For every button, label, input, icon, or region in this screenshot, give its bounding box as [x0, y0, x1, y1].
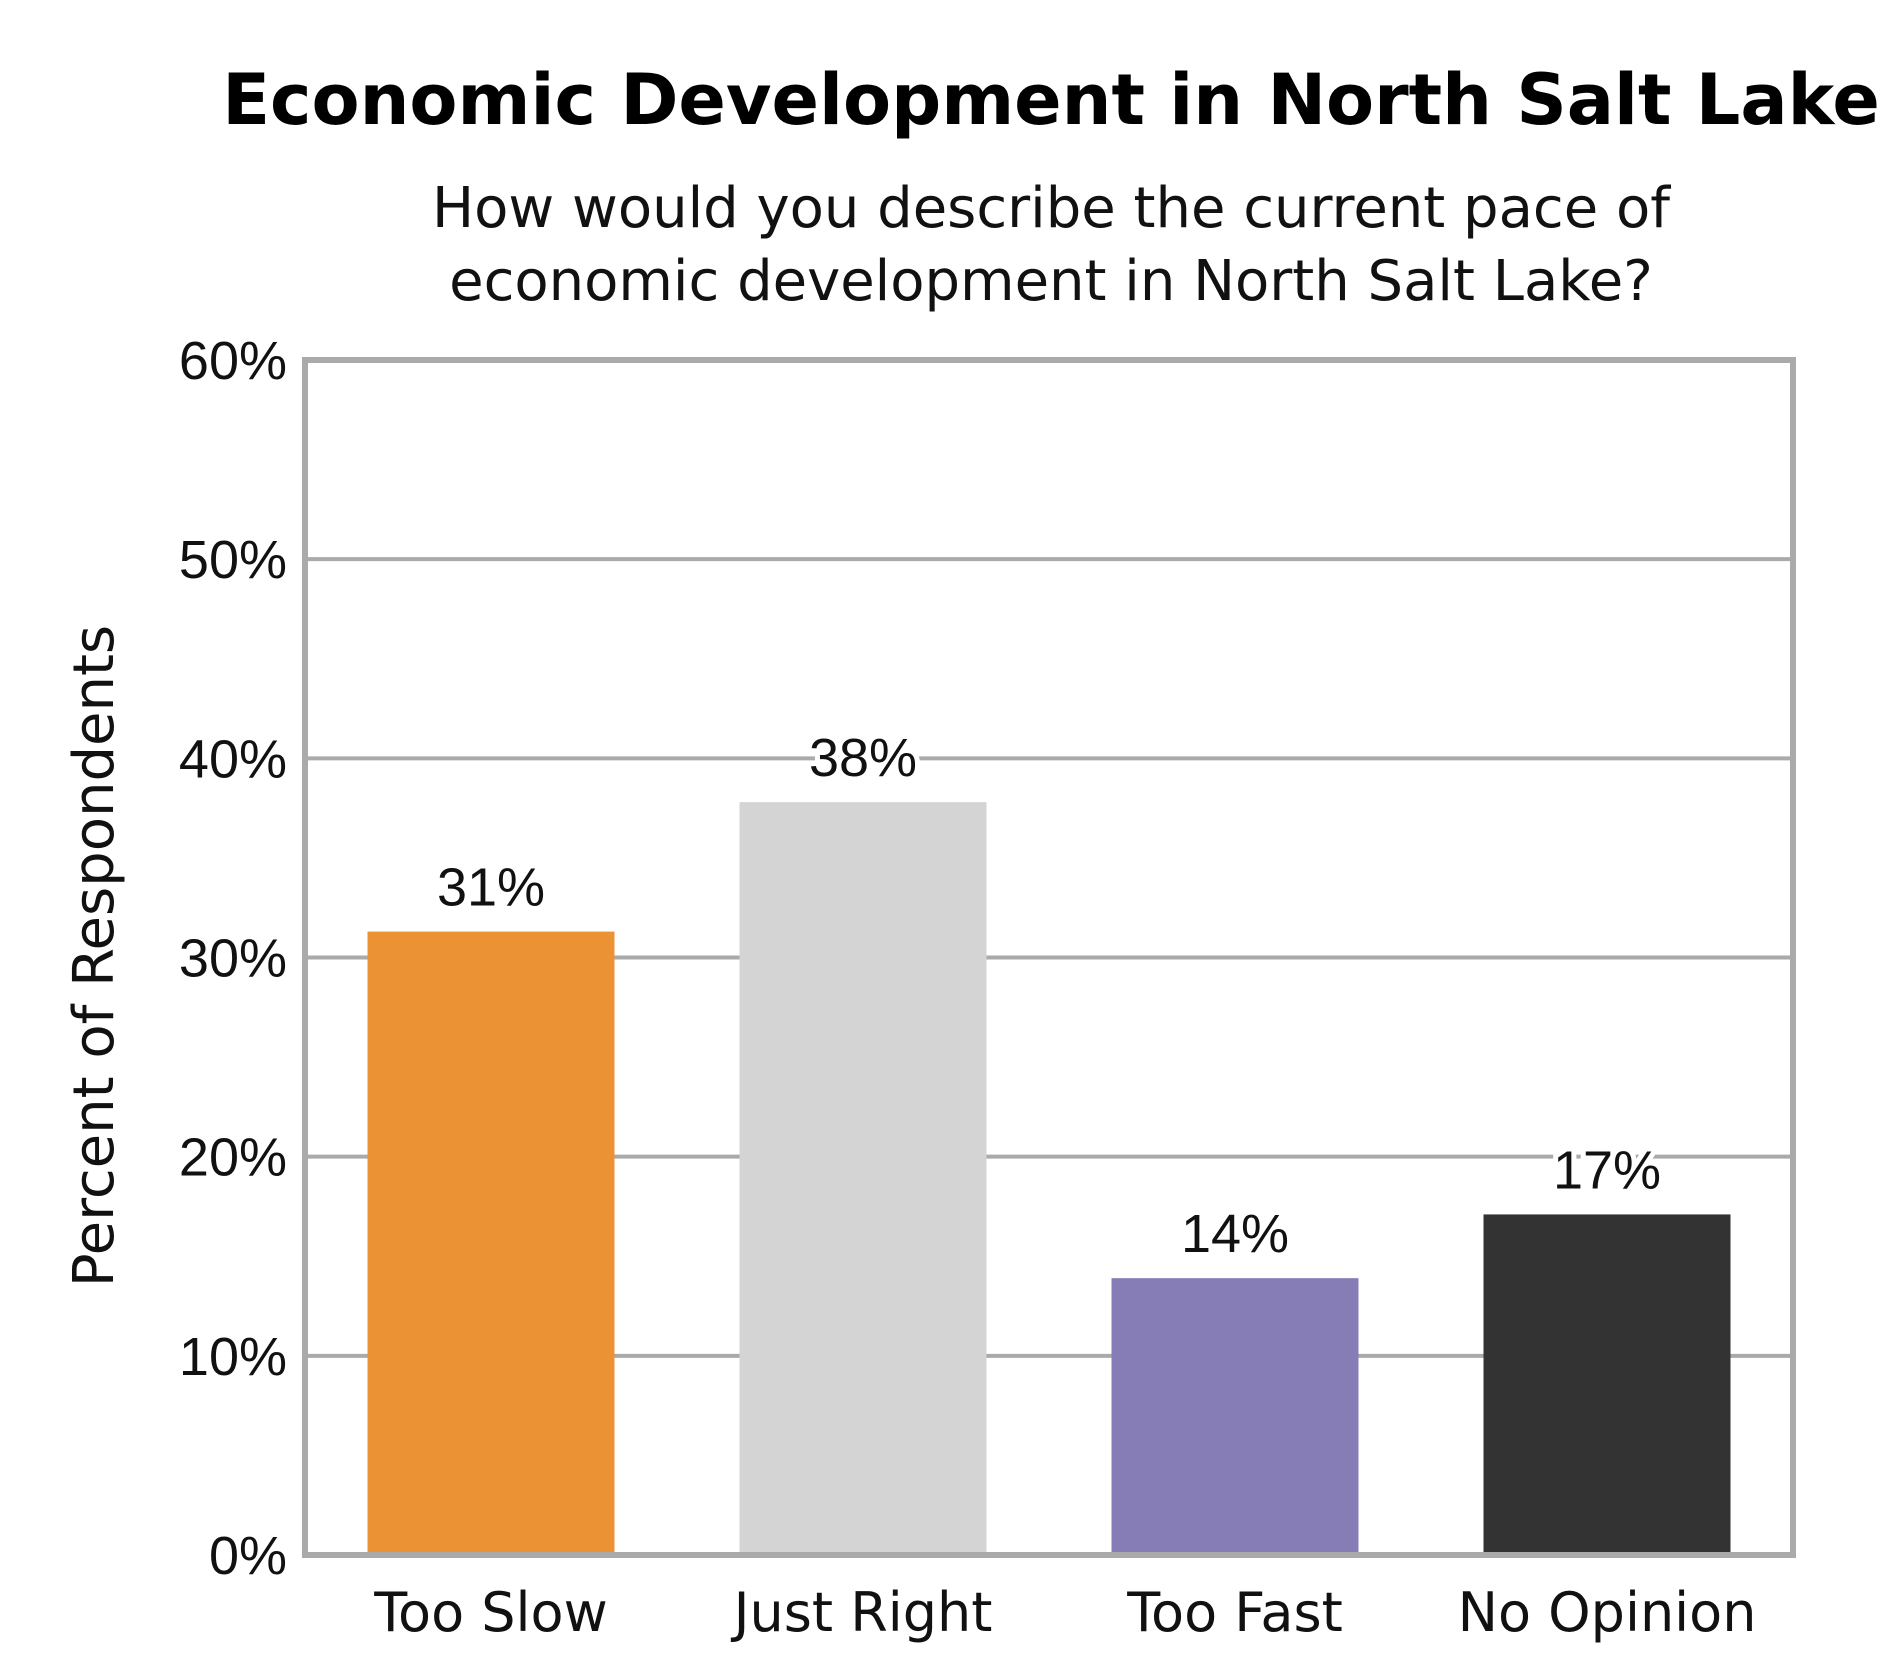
x-tick-label: Just Right	[731, 1581, 993, 1644]
y-axis-label: Percent of Respondents	[62, 625, 127, 1287]
bar-no-opinion	[1483, 1214, 1731, 1555]
y-tick-label: 10%	[179, 1327, 287, 1387]
x-tick-label: Too Slow	[373, 1581, 608, 1644]
chart-title: Economic Development in North Salt Lake	[222, 59, 1880, 141]
x-tick-label: Too Fast	[1126, 1581, 1343, 1644]
y-tick-label: 20%	[179, 1128, 287, 1188]
y-axis-ticks: 0% 10% 20% 30% 40% 50% 60%	[179, 331, 287, 1586]
y-tick-label: 0%	[209, 1526, 287, 1586]
bar-too-slow	[367, 931, 615, 1555]
value-label: 31%	[437, 858, 545, 918]
plot-area-border	[302, 357, 1796, 1558]
bar-just-right	[739, 802, 987, 1555]
y-tick-label: 50%	[179, 530, 287, 590]
x-tick-label: No Opinion	[1458, 1581, 1757, 1644]
chart-subtitle-line-1: How would you describe the current pace …	[432, 176, 1671, 241]
chart-subtitle-line-2: economic development in North Salt Lake?	[449, 249, 1653, 314]
bars	[367, 802, 1731, 1555]
value-label: 14%	[1181, 1204, 1289, 1264]
plot-frame	[302, 357, 1796, 1558]
y-tick-label: 40%	[179, 729, 287, 789]
value-labels: 31% 38% 14% 17%	[432, 723, 1666, 1269]
value-label: 17%	[1553, 1140, 1661, 1200]
y-tick-label: 60%	[179, 331, 287, 391]
y-tick-label: 30%	[179, 929, 287, 989]
bar-too-fast	[1111, 1278, 1359, 1555]
value-label: 38%	[809, 728, 917, 788]
x-axis-categories: Too Slow Just Right Too Fast No Opinion	[373, 1581, 1756, 1644]
